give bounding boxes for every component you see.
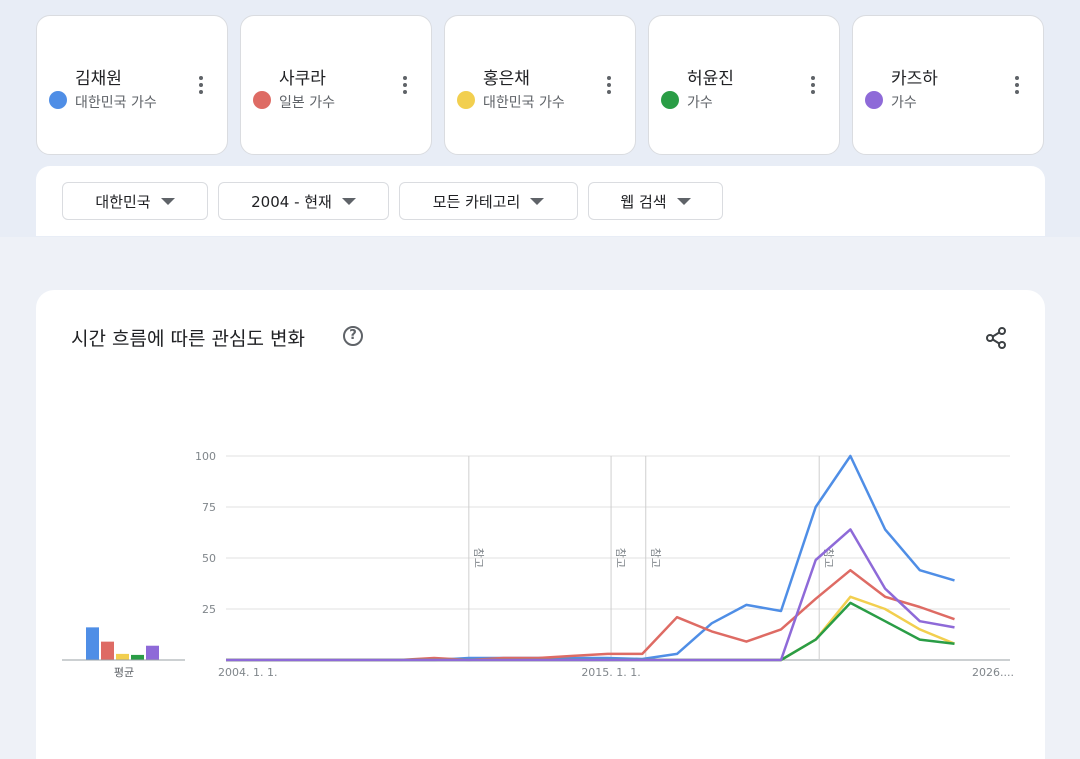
y-tick-label: 100 <box>195 450 216 463</box>
annotation-label: 참고 <box>614 548 627 568</box>
average-bar <box>86 627 99 660</box>
x-tick-label: 2026.... <box>972 666 1014 679</box>
term-name: 사쿠라 <box>279 69 326 89</box>
series-line <box>226 601 955 662</box>
region-filter-label: 대한민국 <box>95 192 151 211</box>
term-card-3[interactable]: 허윤진 가수 <box>648 15 840 155</box>
term-name: 카즈하 <box>891 69 938 89</box>
average-bar <box>116 653 129 660</box>
y-tick-label: 75 <box>202 501 216 514</box>
series-line <box>226 568 955 662</box>
term-description: 일본 가수 <box>279 95 335 111</box>
x-tick-label: 2015. 1. 1. <box>581 666 640 679</box>
interest-over-time-card: 시간 흐름에 따른 관심도 변화 ? 25 50 75 100 2004. 1. 1. 2… <box>36 290 1045 759</box>
term-description: 대한민국 가수 <box>75 95 157 111</box>
term-name: 김채원 <box>75 69 122 89</box>
region-filter[interactable]: 대한민국 <box>62 182 208 220</box>
term-color-dot <box>865 91 883 109</box>
annotation-label: 참고 <box>649 548 662 568</box>
term-description: 가수 <box>687 95 713 111</box>
annotation-label: 참고 <box>822 548 835 568</box>
y-tick-label: 25 <box>202 603 216 616</box>
term-card-0[interactable]: 김채원 대한민국 가수 <box>36 15 228 155</box>
filter-bar: 대한민국 2004 - 현재 모든 카테고리 웹 검색 <box>36 166 1045 236</box>
period-filter-label: 2004 - 현재 <box>251 192 332 211</box>
search-type-filter-label: 웹 검색 <box>620 192 667 211</box>
chevron-down-icon <box>530 197 545 205</box>
average-bar <box>131 654 144 660</box>
series-line <box>226 528 955 662</box>
x-tick-label: 2004. 1. 1. <box>218 666 277 679</box>
chevron-down-icon <box>341 197 356 205</box>
term-color-dot <box>457 91 475 109</box>
help-circle-icon[interactable]: ? <box>343 326 363 346</box>
term-color-dot <box>661 91 679 109</box>
series-line <box>226 595 955 662</box>
annotation-label: 참고 <box>472 548 485 568</box>
term-color-dot <box>49 91 67 109</box>
term-card-4[interactable]: 카즈하 가수 <box>852 15 1044 155</box>
term-name: 홍은채 <box>483 69 530 89</box>
category-filter[interactable]: 모든 카테고리 <box>399 182 578 220</box>
period-filter[interactable]: 2004 - 현재 <box>218 182 389 220</box>
share-icon[interactable] <box>984 326 1008 350</box>
term-card-2[interactable]: 홍은채 대한민국 가수 <box>444 15 636 155</box>
more-options-icon[interactable] <box>197 76 205 98</box>
more-options-icon[interactable] <box>809 76 817 98</box>
term-description: 가수 <box>891 95 917 111</box>
chevron-down-icon <box>676 197 691 205</box>
term-name: 허윤진 <box>687 69 734 89</box>
more-options-icon[interactable] <box>605 76 613 98</box>
more-options-icon[interactable] <box>401 76 409 98</box>
y-tick-label: 50 <box>202 552 216 565</box>
category-filter-label: 모든 카테고리 <box>432 192 521 211</box>
average-bar <box>146 645 159 660</box>
term-card-1[interactable]: 사쿠라 일본 가수 <box>240 15 432 155</box>
trend-chart[interactable]: 25 50 75 100 2004. 1. 1. 2015. 1. 1. 2026.... 참… <box>36 290 1045 759</box>
term-color-dot <box>253 91 271 109</box>
chart-title: 시간 흐름에 따른 관심도 변화 <box>71 328 305 350</box>
chevron-down-icon <box>160 197 175 205</box>
search-type-filter[interactable]: 웹 검색 <box>588 182 723 220</box>
term-description: 대한민국 가수 <box>483 95 565 111</box>
average-label: 평균 <box>114 666 134 679</box>
more-options-icon[interactable] <box>1013 76 1021 98</box>
average-bar <box>101 641 114 660</box>
